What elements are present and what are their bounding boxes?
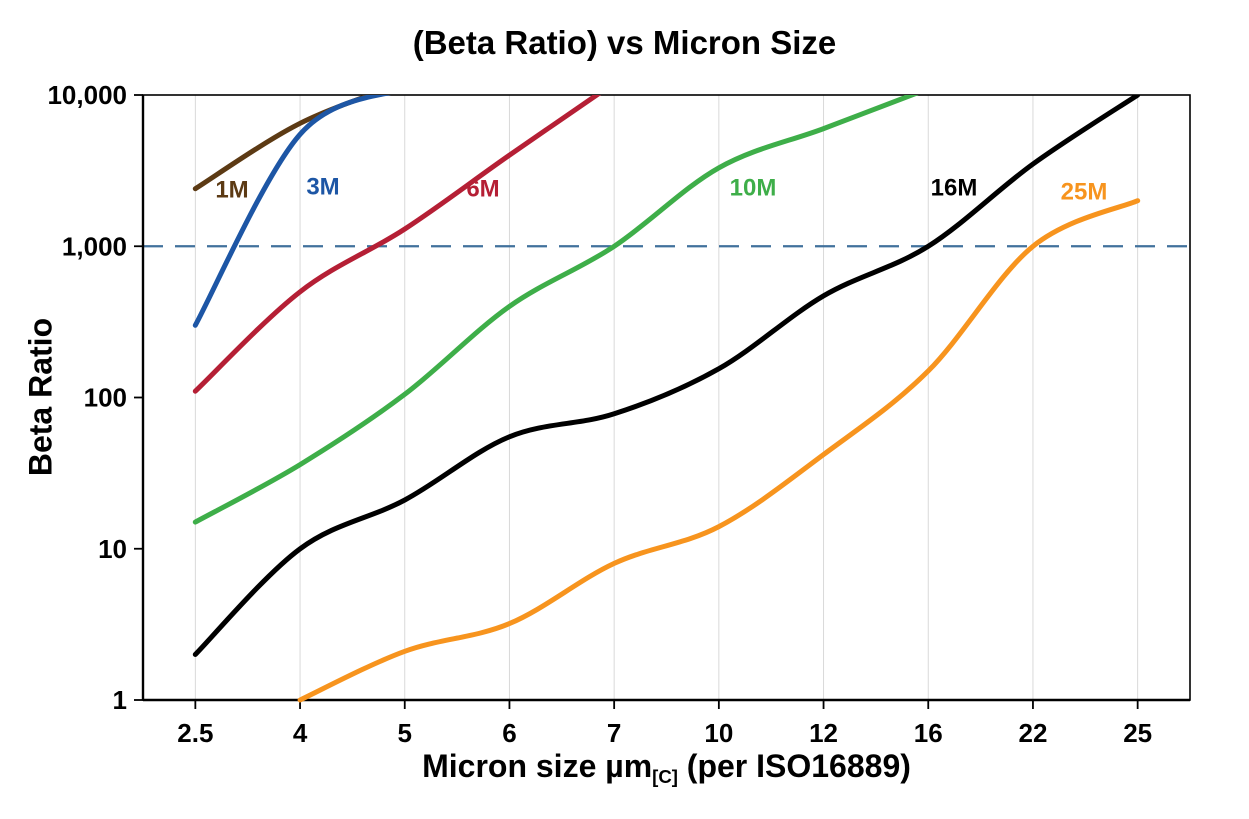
x-tick-label: 5 [398,718,412,748]
series-line-6M [192,95,602,394]
axis-tick-labels: 1 10 100 1,000 10,000 2.5 4 5 6 7 10 12 16 22 25 [47,80,1152,748]
series-label-3M: 3M [306,174,339,201]
x-tick-label: 4 [293,718,308,748]
y-tick-label: 100 [84,383,127,413]
axis-ticks [134,94,1139,709]
x-axis-title: Micron size µm[C] (per ISO16889) [143,748,1190,787]
x-axis-title-rest: (per ISO16889) [677,748,911,784]
y-tick-label: 1,000 [62,231,127,261]
series-line-10M [192,95,919,525]
gridlines [194,95,1139,700]
series-line-25M [297,198,1141,703]
x-tick-label: 7 [607,718,621,748]
y-tick-label: 1 [113,685,127,715]
y-tick-label: 10,000 [47,80,127,110]
series-label-6M: 6M [466,176,499,203]
y-tick-label: 10 [98,534,127,564]
x-tick-label: 6 [502,718,516,748]
series-label-10M: 10M [730,175,777,202]
x-tick-label: 2.5 [177,718,213,748]
series-line-16M [192,95,1141,657]
x-tick-label: 22 [1018,718,1047,748]
series-line-3M [192,95,392,328]
x-tick-label: 10 [704,718,733,748]
series-label-25M: 25M [1061,179,1108,206]
x-axis-title-main: Micron size µm [422,748,653,784]
x-tick-label: 25 [1123,718,1152,748]
series-label-1M: 1M [215,177,248,204]
x-tick-label: 16 [914,718,943,748]
chart-title: (Beta Ratio) vs Micron Size [412,24,837,61]
series-label-16M: 16M [931,175,978,202]
x-axis-title-subscript: [C] [652,765,678,787]
series-line-1M [192,95,379,192]
x-tick-label: 12 [809,718,838,748]
